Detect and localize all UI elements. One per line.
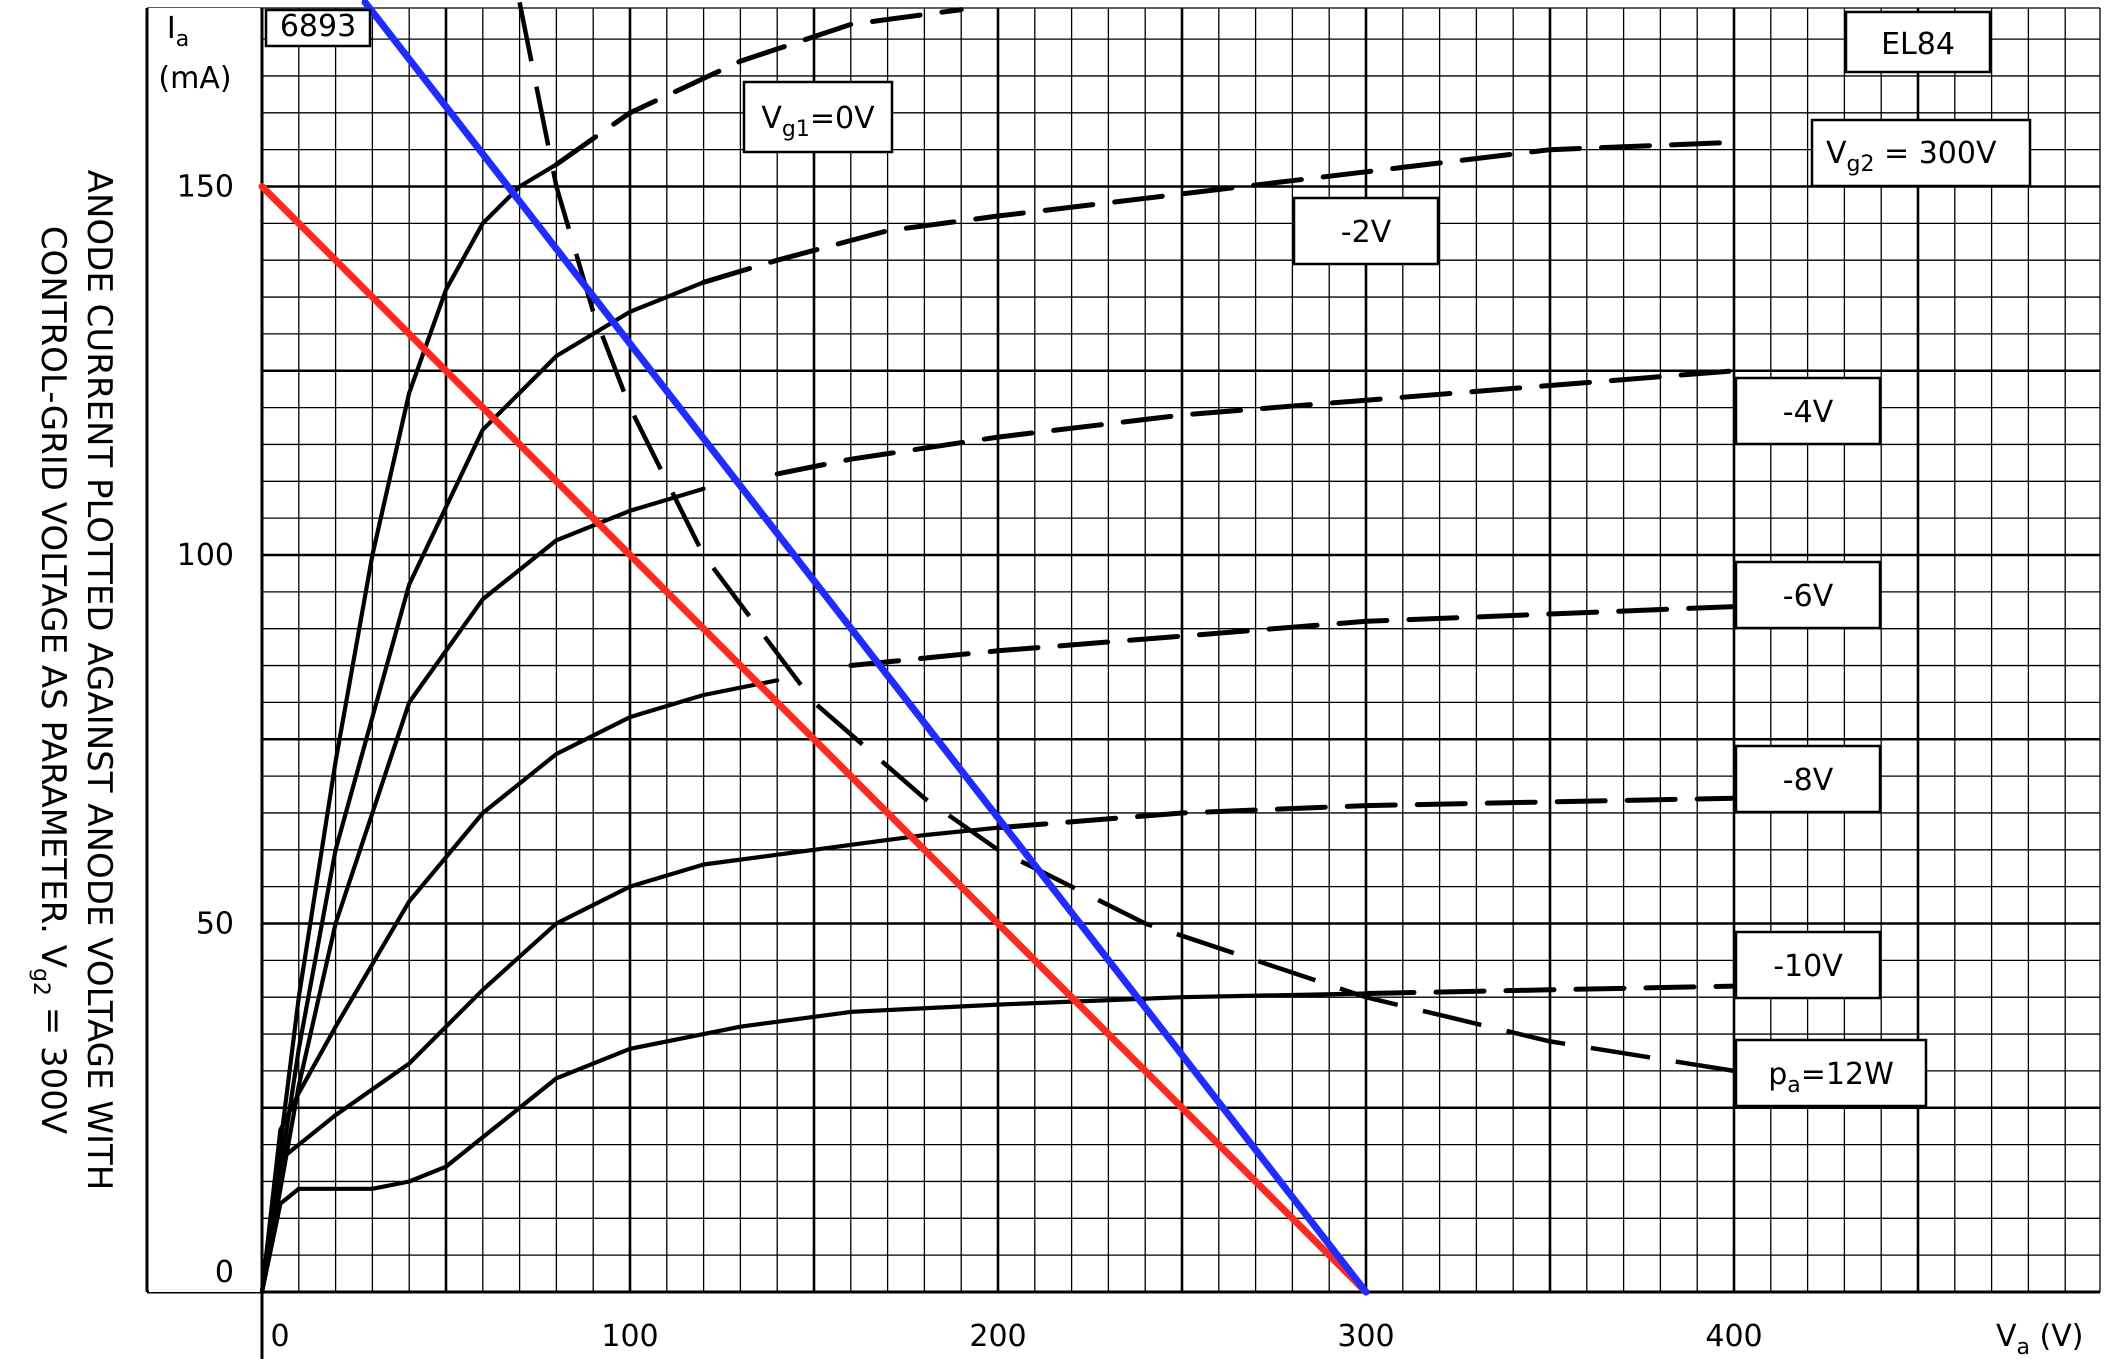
x-tick-label: 0 bbox=[270, 1319, 289, 1354]
curve-label-m4: -4V bbox=[1783, 395, 1834, 430]
side-title-line-1: ANODE CURRENT PLOTTED AGAINST ANODE VOLT… bbox=[79, 170, 119, 1191]
curve-label-m8: -8V bbox=[1783, 763, 1834, 798]
label-box-m4 bbox=[1734, 376, 1882, 446]
side-title: ANODE CURRENT PLOTTED AGAINST ANODE VOLT… bbox=[28, 170, 119, 1191]
label-box-vg1 bbox=[742, 80, 894, 154]
screen-voltage-box bbox=[1810, 118, 2032, 188]
y-tick-label: 0 bbox=[215, 1255, 234, 1290]
corner-code: 6893 bbox=[280, 9, 356, 44]
series-5-solid bbox=[259, 991, 1369, 1295]
screen-voltage-label: Vg2 = 300V bbox=[1826, 136, 1997, 177]
corner-code-box bbox=[264, 8, 372, 48]
tick-labels: 0 100 200 300 400 0 50 100 150 Ia (mA) Va (V) bbox=[158, 11, 2083, 1359]
label-box-m8 bbox=[1734, 744, 1882, 814]
curve-label-m10: -10V bbox=[1773, 949, 1843, 984]
side-title-line-2: CONTROL-GRID VOLTAGE AS PARAMETER. Vg2 =… bbox=[28, 226, 73, 1134]
axes bbox=[145, 7, 2101, 1359]
series-4-dashed bbox=[995, 795, 1737, 831]
label-box-pa bbox=[1734, 1038, 1928, 1108]
series-5-dashed bbox=[1363, 983, 1737, 996]
series-1-solid bbox=[259, 280, 706, 1295]
series-2-solid bbox=[259, 486, 706, 1295]
tube-label: EL84 bbox=[1881, 27, 1955, 62]
x-tick-label: 300 bbox=[1337, 1319, 1394, 1354]
side-title-rotated: ANODE CURRENT PLOTTED AGAINST ANODE VOLT… bbox=[28, 170, 119, 1191]
x-tick-label: 100 bbox=[601, 1319, 658, 1354]
curve-label-m2: -2V bbox=[1341, 215, 1392, 250]
series-2-dashed bbox=[774, 368, 1737, 477]
pa-12w-curve bbox=[517, 1, 1735, 1074]
x-tick-label: 200 bbox=[969, 1319, 1026, 1354]
curve-label-vg1: Vg1=0V bbox=[761, 101, 875, 142]
curve-labels: 6893 EL84 Vg2 = 300V Vg1=0V -2V -4V -6V -8V -10V… bbox=[264, 8, 2032, 1108]
curve-label-m6: -6V bbox=[1783, 579, 1834, 614]
y-tick-label: 100 bbox=[177, 538, 234, 573]
series-3-solid bbox=[259, 678, 780, 1295]
series-1-dashed bbox=[701, 139, 1737, 285]
series-4-solid bbox=[259, 825, 1001, 1295]
load-line-red bbox=[258, 183, 1370, 1296]
y-axis-unit: (mA) bbox=[158, 61, 231, 96]
x-tick-label: 400 bbox=[1705, 1319, 1762, 1354]
y-tick-label: 50 bbox=[196, 907, 234, 942]
label-box-m10 bbox=[1734, 930, 1882, 1000]
tube-label-box bbox=[1844, 10, 1992, 74]
y-label-band bbox=[149, 8, 260, 1292]
x-axis-label: Va (V) bbox=[1996, 1319, 2083, 1359]
y-tick-label: 150 bbox=[177, 170, 234, 205]
label-box-m6 bbox=[1734, 560, 1882, 630]
curves bbox=[258, 0, 1737, 1296]
label-box-m2 bbox=[1292, 196, 1440, 266]
y-axis-label: Ia bbox=[167, 11, 189, 52]
series-0-solid bbox=[259, 162, 559, 1295]
series-3-dashed bbox=[848, 604, 1737, 668]
curve-label-pa: pa=12W bbox=[1768, 1057, 1894, 1098]
load-line-blue bbox=[361, 0, 1370, 1296]
series-0-dashed bbox=[553, 7, 964, 167]
